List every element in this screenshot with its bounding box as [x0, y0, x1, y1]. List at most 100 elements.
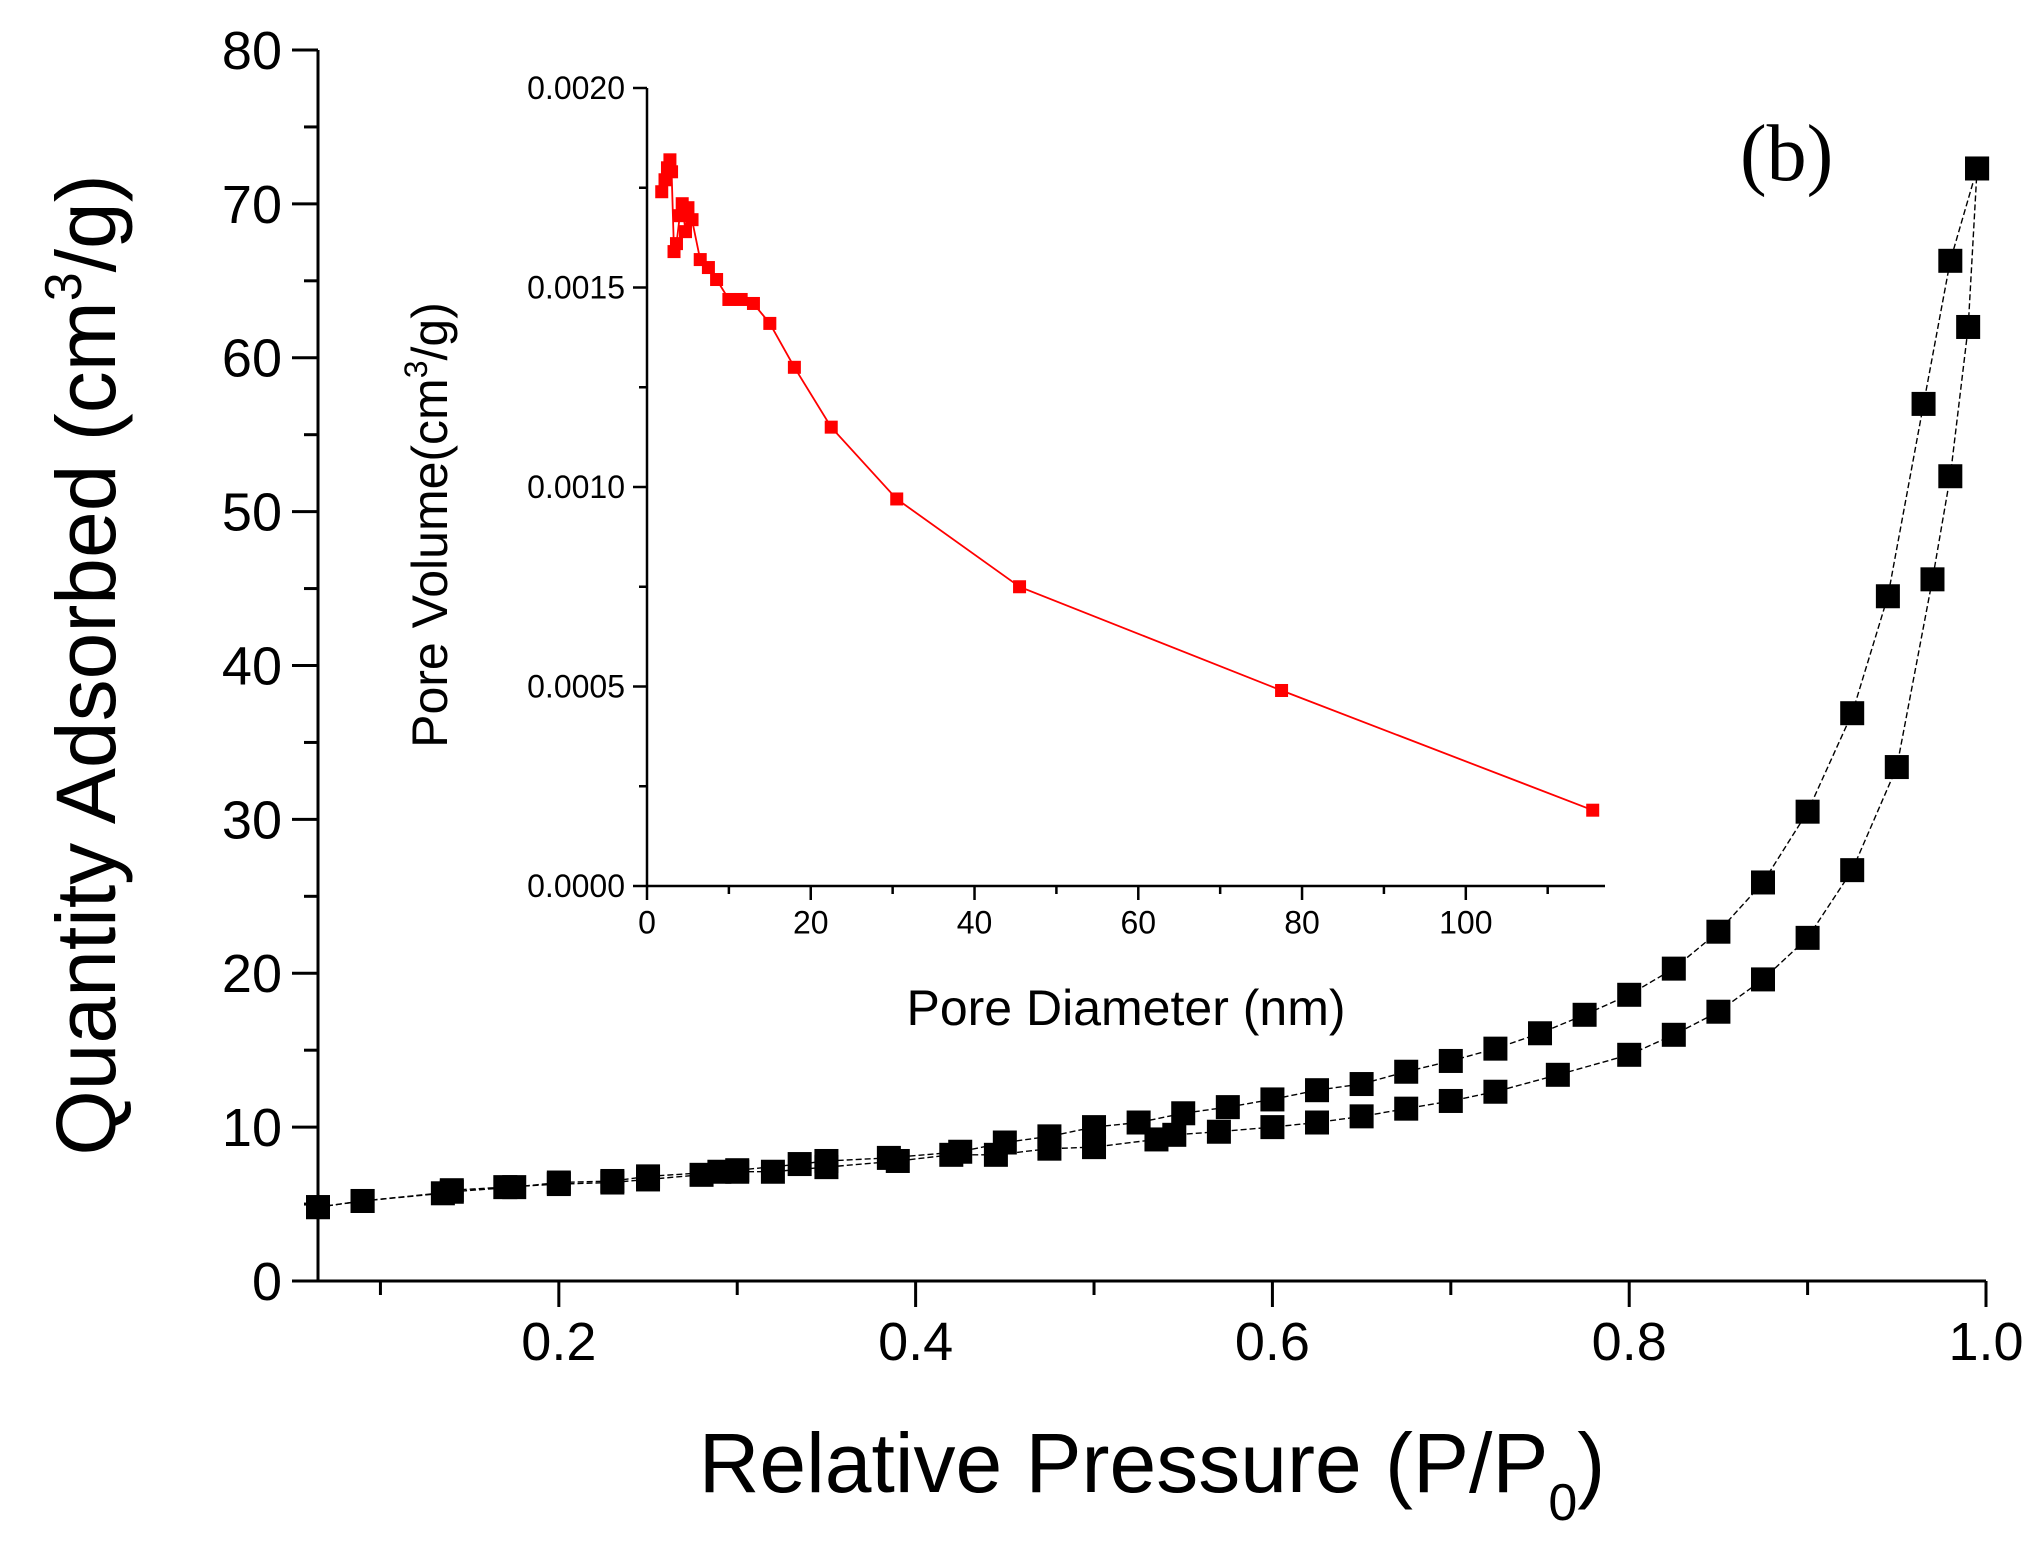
main-x-ticks: 0.2 0.4 0.6 0.8 1.0	[378, 1281, 2024, 1372]
inset-data-point	[722, 292, 736, 306]
inset-y-tick-label: 0.0000	[527, 868, 625, 904]
main-data-point	[1438, 1048, 1463, 1073]
inset-series-line	[660, 159, 1594, 812]
inset-y-axis-title: Pore Volume(cm3/g)	[398, 302, 458, 748]
main-y-tick-label: 10	[222, 1098, 282, 1158]
main-y-axis-title: Quantity Adsorbed (cm3/g)	[35, 174, 133, 1155]
main-data-point	[1349, 1072, 1374, 1097]
main-y-tick-label: 60	[222, 329, 282, 389]
main-data-point	[1751, 870, 1776, 895]
main-data-point	[1840, 858, 1865, 883]
inset-x-tick-label: 0	[638, 905, 656, 941]
main-data-point	[1483, 1036, 1508, 1061]
main-data-point	[600, 1168, 625, 1193]
main-data-point	[306, 1195, 330, 1220]
main-data-point	[1617, 1042, 1642, 1067]
inset-data-point	[655, 185, 669, 199]
inset-y-axis-title-superscript: 3	[398, 360, 434, 378]
main-data-point	[1082, 1115, 1107, 1140]
main-data-point	[636, 1164, 661, 1189]
main-data-point	[1661, 1022, 1686, 1047]
main-y-tick-label: 80	[222, 21, 282, 81]
inset-series-group	[655, 153, 1600, 817]
inset-x-axis-title: Pore Diameter (nm)	[907, 980, 1346, 1036]
main-data-point	[1171, 1101, 1196, 1126]
main-data-point	[1260, 1087, 1285, 1112]
panel-label: (b)	[1740, 110, 1833, 198]
main-data-point	[1875, 584, 1900, 609]
main-data-point	[1706, 919, 1731, 944]
main-x-axis-title-end: )	[1577, 1416, 1605, 1510]
main-data-point	[439, 1179, 464, 1204]
main-data-point	[1706, 999, 1731, 1024]
main-x-tick-label: 0.8	[1592, 1312, 1667, 1372]
main-data-point	[1956, 314, 1981, 339]
inset-data-point	[665, 165, 679, 179]
main-data-point	[1394, 1096, 1419, 1121]
inset-data-point	[669, 237, 683, 251]
inset-data-point	[746, 296, 760, 310]
main-data-point	[814, 1148, 839, 1173]
main-y-tick-label: 40	[222, 636, 282, 696]
inset-y-tick-label: 0.0005	[527, 669, 625, 705]
inset-y-tick-label: 0.0010	[527, 469, 625, 505]
inset-data-point	[663, 153, 677, 167]
main-y-tick-label: 30	[222, 790, 282, 850]
main-data-point	[1572, 1002, 1597, 1027]
main-x-tick-label: 0.2	[521, 1312, 596, 1372]
main-series-group	[306, 156, 1990, 1220]
main-data-point	[1206, 1119, 1231, 1144]
inset-plot: 0.0000 0.0005 0.0010 0.0015 0.0020 0 20 40 60 80…	[398, 70, 1605, 1036]
inset-data-point	[681, 201, 695, 215]
main-data-point	[1528, 1021, 1553, 1046]
main-data-point	[502, 1175, 527, 1200]
main-data-point	[760, 1159, 785, 1184]
inset-y-tick-label: 0.0020	[527, 70, 625, 106]
main-data-point	[1920, 567, 1945, 592]
inset-data-point	[824, 420, 838, 434]
main-data-point	[1965, 156, 1990, 181]
main-x-tick-label: 0.4	[878, 1312, 953, 1372]
main-data-point	[1795, 799, 1820, 824]
main-data-point	[992, 1130, 1017, 1155]
main-y-tick-label: 70	[222, 175, 282, 235]
inset-data-point	[890, 492, 904, 506]
inset-data-point	[1275, 683, 1289, 697]
main-data-point	[350, 1188, 375, 1213]
inset-data-point	[1586, 803, 1600, 817]
inset-data-point	[734, 292, 748, 306]
main-x-axis-title: Relative Pressure (P/P0)	[699, 1416, 1606, 1532]
main-data-point	[1617, 982, 1642, 1007]
inset-data-point	[685, 213, 699, 227]
main-x-tick-label: 1.0	[1948, 1312, 2023, 1372]
main-data-point	[1911, 391, 1936, 416]
main-x-axis-title-subscript: 0	[1548, 1474, 1577, 1532]
inset-data-point	[1013, 580, 1027, 594]
main-data-point	[1545, 1062, 1570, 1087]
inset-x-ticks: 0 20 40 60 80 100	[638, 886, 1549, 941]
inset-y-tick-label: 0.0015	[527, 270, 625, 306]
main-data-point	[1349, 1104, 1374, 1129]
main-y-axis-title-superscript: 3	[35, 272, 93, 301]
main-data-point	[1305, 1110, 1330, 1135]
main-data-point	[1215, 1095, 1240, 1120]
inset-x-tick-label: 80	[1284, 905, 1320, 941]
main-data-point	[948, 1139, 973, 1164]
main-data-point	[1795, 925, 1820, 950]
main-data-point	[1305, 1078, 1330, 1103]
main-data-point	[725, 1158, 750, 1183]
main-data-point	[787, 1152, 812, 1177]
main-data-point	[1884, 755, 1909, 780]
main-data-point	[1661, 956, 1686, 981]
main-data-point	[1260, 1115, 1285, 1140]
inset-data-point	[763, 316, 777, 330]
inset-x-tick-label: 20	[793, 905, 829, 941]
inset-data-point	[710, 273, 724, 287]
main-data-point	[1840, 701, 1865, 726]
main-data-point	[1483, 1079, 1508, 1104]
main-y-ticks: 0 10 20 30 40 50 60 70 80	[222, 21, 318, 1312]
inset-y-ticks: 0.0000 0.0005 0.0010 0.0015 0.0020	[527, 70, 647, 904]
main-y-tick-label: 0	[252, 1252, 282, 1312]
